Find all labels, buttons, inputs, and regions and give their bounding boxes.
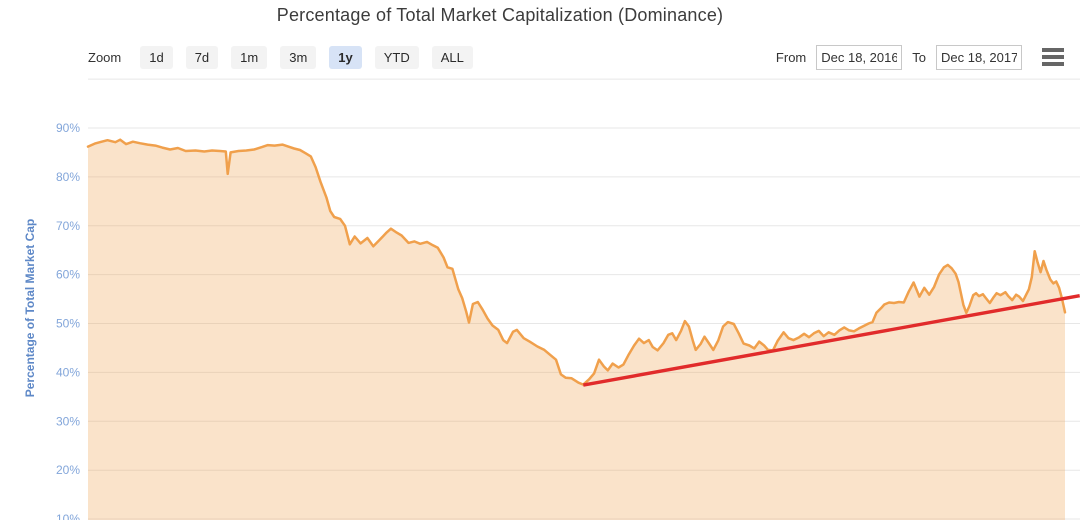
chart-title: Percentage of Total Market Capitalizatio… xyxy=(276,5,724,25)
y-axis-title: Percentage of Total Market Cap xyxy=(23,219,37,398)
range-button-7d[interactable]: 7d xyxy=(185,45,219,69)
range-button-1m[interactable]: 1m xyxy=(231,45,268,69)
zoom-label: Zoom xyxy=(88,49,122,65)
hamburger-menu-icon[interactable] xyxy=(1042,46,1064,68)
from-date-input[interactable] xyxy=(816,44,903,70)
range-button-3m[interactable]: 3m xyxy=(280,45,317,69)
y-axis-tick-label-40: 40% xyxy=(56,365,80,379)
range-button-1d[interactable]: 1d xyxy=(140,45,173,69)
dominance-area-fill xyxy=(88,139,1065,520)
y-axis-tick-label-80: 80% xyxy=(56,170,80,184)
range-selector: Zoom 1d 7d 1m 3m 1y YTD ALL xyxy=(88,45,473,69)
range-button-ytd[interactable]: YTD xyxy=(374,45,419,69)
to-label: To xyxy=(912,49,926,65)
y-axis-tick-label-10: 10% xyxy=(56,512,80,520)
dominance-line xyxy=(86,138,1067,386)
y-axis-tick-label-90: 90% xyxy=(56,121,80,135)
date-range-inputs: From To xyxy=(775,44,1064,70)
to-date-input[interactable] xyxy=(936,44,1022,70)
range-button-1y[interactable]: 1y xyxy=(329,45,362,69)
y-axis-tick-label-60: 60% xyxy=(56,268,80,282)
from-label: From xyxy=(775,49,807,65)
range-button-all[interactable]: ALL xyxy=(431,45,473,69)
trend-line xyxy=(582,294,1080,387)
y-axis-tick-label-30: 30% xyxy=(56,414,80,428)
chart-toolbar: Zoom 1d 7d 1m 3m 1y YTD ALL From To xyxy=(88,44,1064,70)
y-axis-tick-label-70: 70% xyxy=(56,219,80,233)
y-axis-tick-label-20: 20% xyxy=(56,463,80,477)
y-axis-tick-label-50: 50% xyxy=(56,317,80,331)
